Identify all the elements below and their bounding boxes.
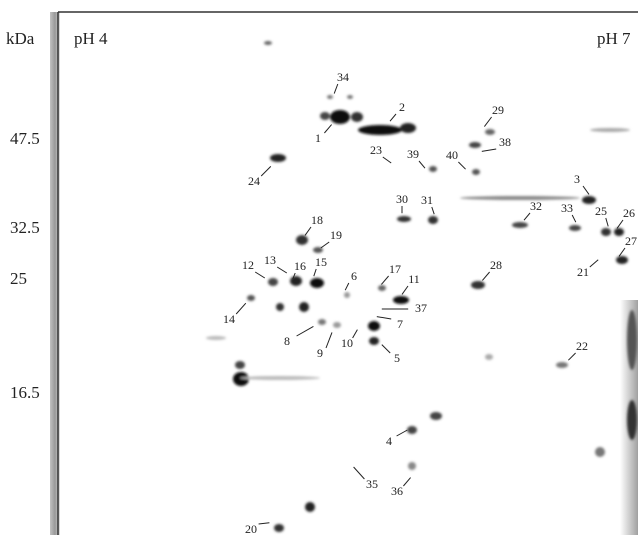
spot [270, 154, 286, 162]
spot-label: 10 [341, 336, 353, 350]
spot-label: 8 [284, 334, 290, 348]
spot [569, 225, 581, 231]
spot [369, 337, 379, 345]
spot-label: 37 [415, 301, 427, 315]
spot [318, 319, 326, 325]
spot-label: 40 [446, 148, 458, 162]
spot [590, 128, 630, 132]
spot [397, 216, 411, 222]
spot-label: 39 [407, 147, 419, 161]
spot [235, 361, 245, 369]
spot [305, 502, 315, 512]
spot-label: 6 [351, 269, 357, 283]
spot [595, 447, 605, 457]
spot-label: 1 [315, 131, 321, 145]
ph-left: pH 4 [74, 29, 108, 48]
spot-label: 4 [386, 434, 392, 448]
mass-label: 25 [10, 269, 27, 288]
spot-label: 21 [577, 265, 589, 279]
spot [327, 95, 333, 99]
spot-label: 15 [315, 255, 327, 269]
spot [627, 310, 637, 370]
spot [469, 142, 481, 148]
spot-label: 2 [399, 100, 405, 114]
spot [400, 123, 416, 133]
spot-label: 20 [245, 522, 257, 535]
spot [310, 278, 324, 288]
gel-figure: kDa pH 4 pH 7 47.532.52516.5342291382339… [0, 0, 638, 535]
spot [378, 285, 386, 291]
spot-label: 18 [311, 213, 323, 227]
spot [627, 400, 637, 440]
spot-label: 33 [561, 201, 573, 215]
spot-label: 38 [499, 135, 511, 149]
spot [240, 376, 320, 380]
spot [368, 321, 380, 331]
spot-label: 31 [421, 193, 433, 207]
spot-label: 7 [397, 317, 403, 331]
spot [582, 196, 596, 204]
spot-label: 11 [408, 272, 420, 286]
spot [264, 41, 272, 45]
spot-label: 12 [242, 258, 254, 272]
spot [485, 354, 493, 360]
spot-label: 28 [490, 258, 502, 272]
spot [247, 295, 255, 301]
spot [330, 110, 350, 124]
spot-label: 29 [492, 103, 504, 117]
spot-label: 17 [389, 262, 401, 276]
spot [358, 125, 402, 135]
mass-label: 16.5 [10, 383, 40, 402]
unit-label: kDa [6, 29, 35, 48]
spot-label: 35 [366, 477, 378, 491]
mass-label: 47.5 [10, 129, 40, 148]
spot [614, 228, 624, 236]
spot [344, 292, 350, 298]
spot [430, 412, 442, 420]
spot [296, 235, 308, 245]
spot-label: 16 [294, 259, 306, 273]
spot-label: 14 [223, 312, 235, 326]
mass-label: 32.5 [10, 218, 40, 237]
spot [347, 95, 353, 99]
spot-label: 27 [625, 234, 637, 248]
spot [616, 256, 628, 264]
spot [408, 462, 416, 470]
ph-right: pH 7 [597, 29, 631, 48]
spot [393, 296, 409, 304]
spot [407, 426, 417, 434]
spot-label: 24 [248, 174, 260, 188]
spot-label: 30 [396, 192, 408, 206]
spot [351, 112, 363, 122]
spot-label: 3 [574, 172, 580, 186]
spot-label: 36 [391, 484, 403, 498]
spot [485, 129, 495, 135]
spot-label: 25 [595, 204, 607, 218]
spot-label: 32 [530, 199, 542, 213]
spot [299, 302, 309, 312]
spot-label: 23 [370, 143, 382, 157]
spot [333, 322, 341, 328]
spot-label: 9 [317, 346, 323, 360]
spot-label: 34 [337, 70, 349, 84]
spot [428, 216, 438, 224]
spot-label: 5 [394, 351, 400, 365]
spot [472, 169, 480, 175]
spot [601, 228, 611, 236]
spot-label: 19 [330, 228, 342, 242]
spot [320, 112, 330, 120]
spot [206, 336, 226, 340]
spot [556, 362, 568, 368]
spot [290, 276, 302, 286]
spot-label: 22 [576, 339, 588, 353]
spot [268, 278, 278, 286]
spot [274, 524, 284, 532]
spot [429, 166, 437, 172]
spot [276, 303, 284, 311]
spot-label: 13 [264, 253, 276, 267]
spot [471, 281, 485, 289]
spot [460, 196, 580, 200]
spot-label: 26 [623, 206, 635, 220]
spot [512, 222, 528, 228]
